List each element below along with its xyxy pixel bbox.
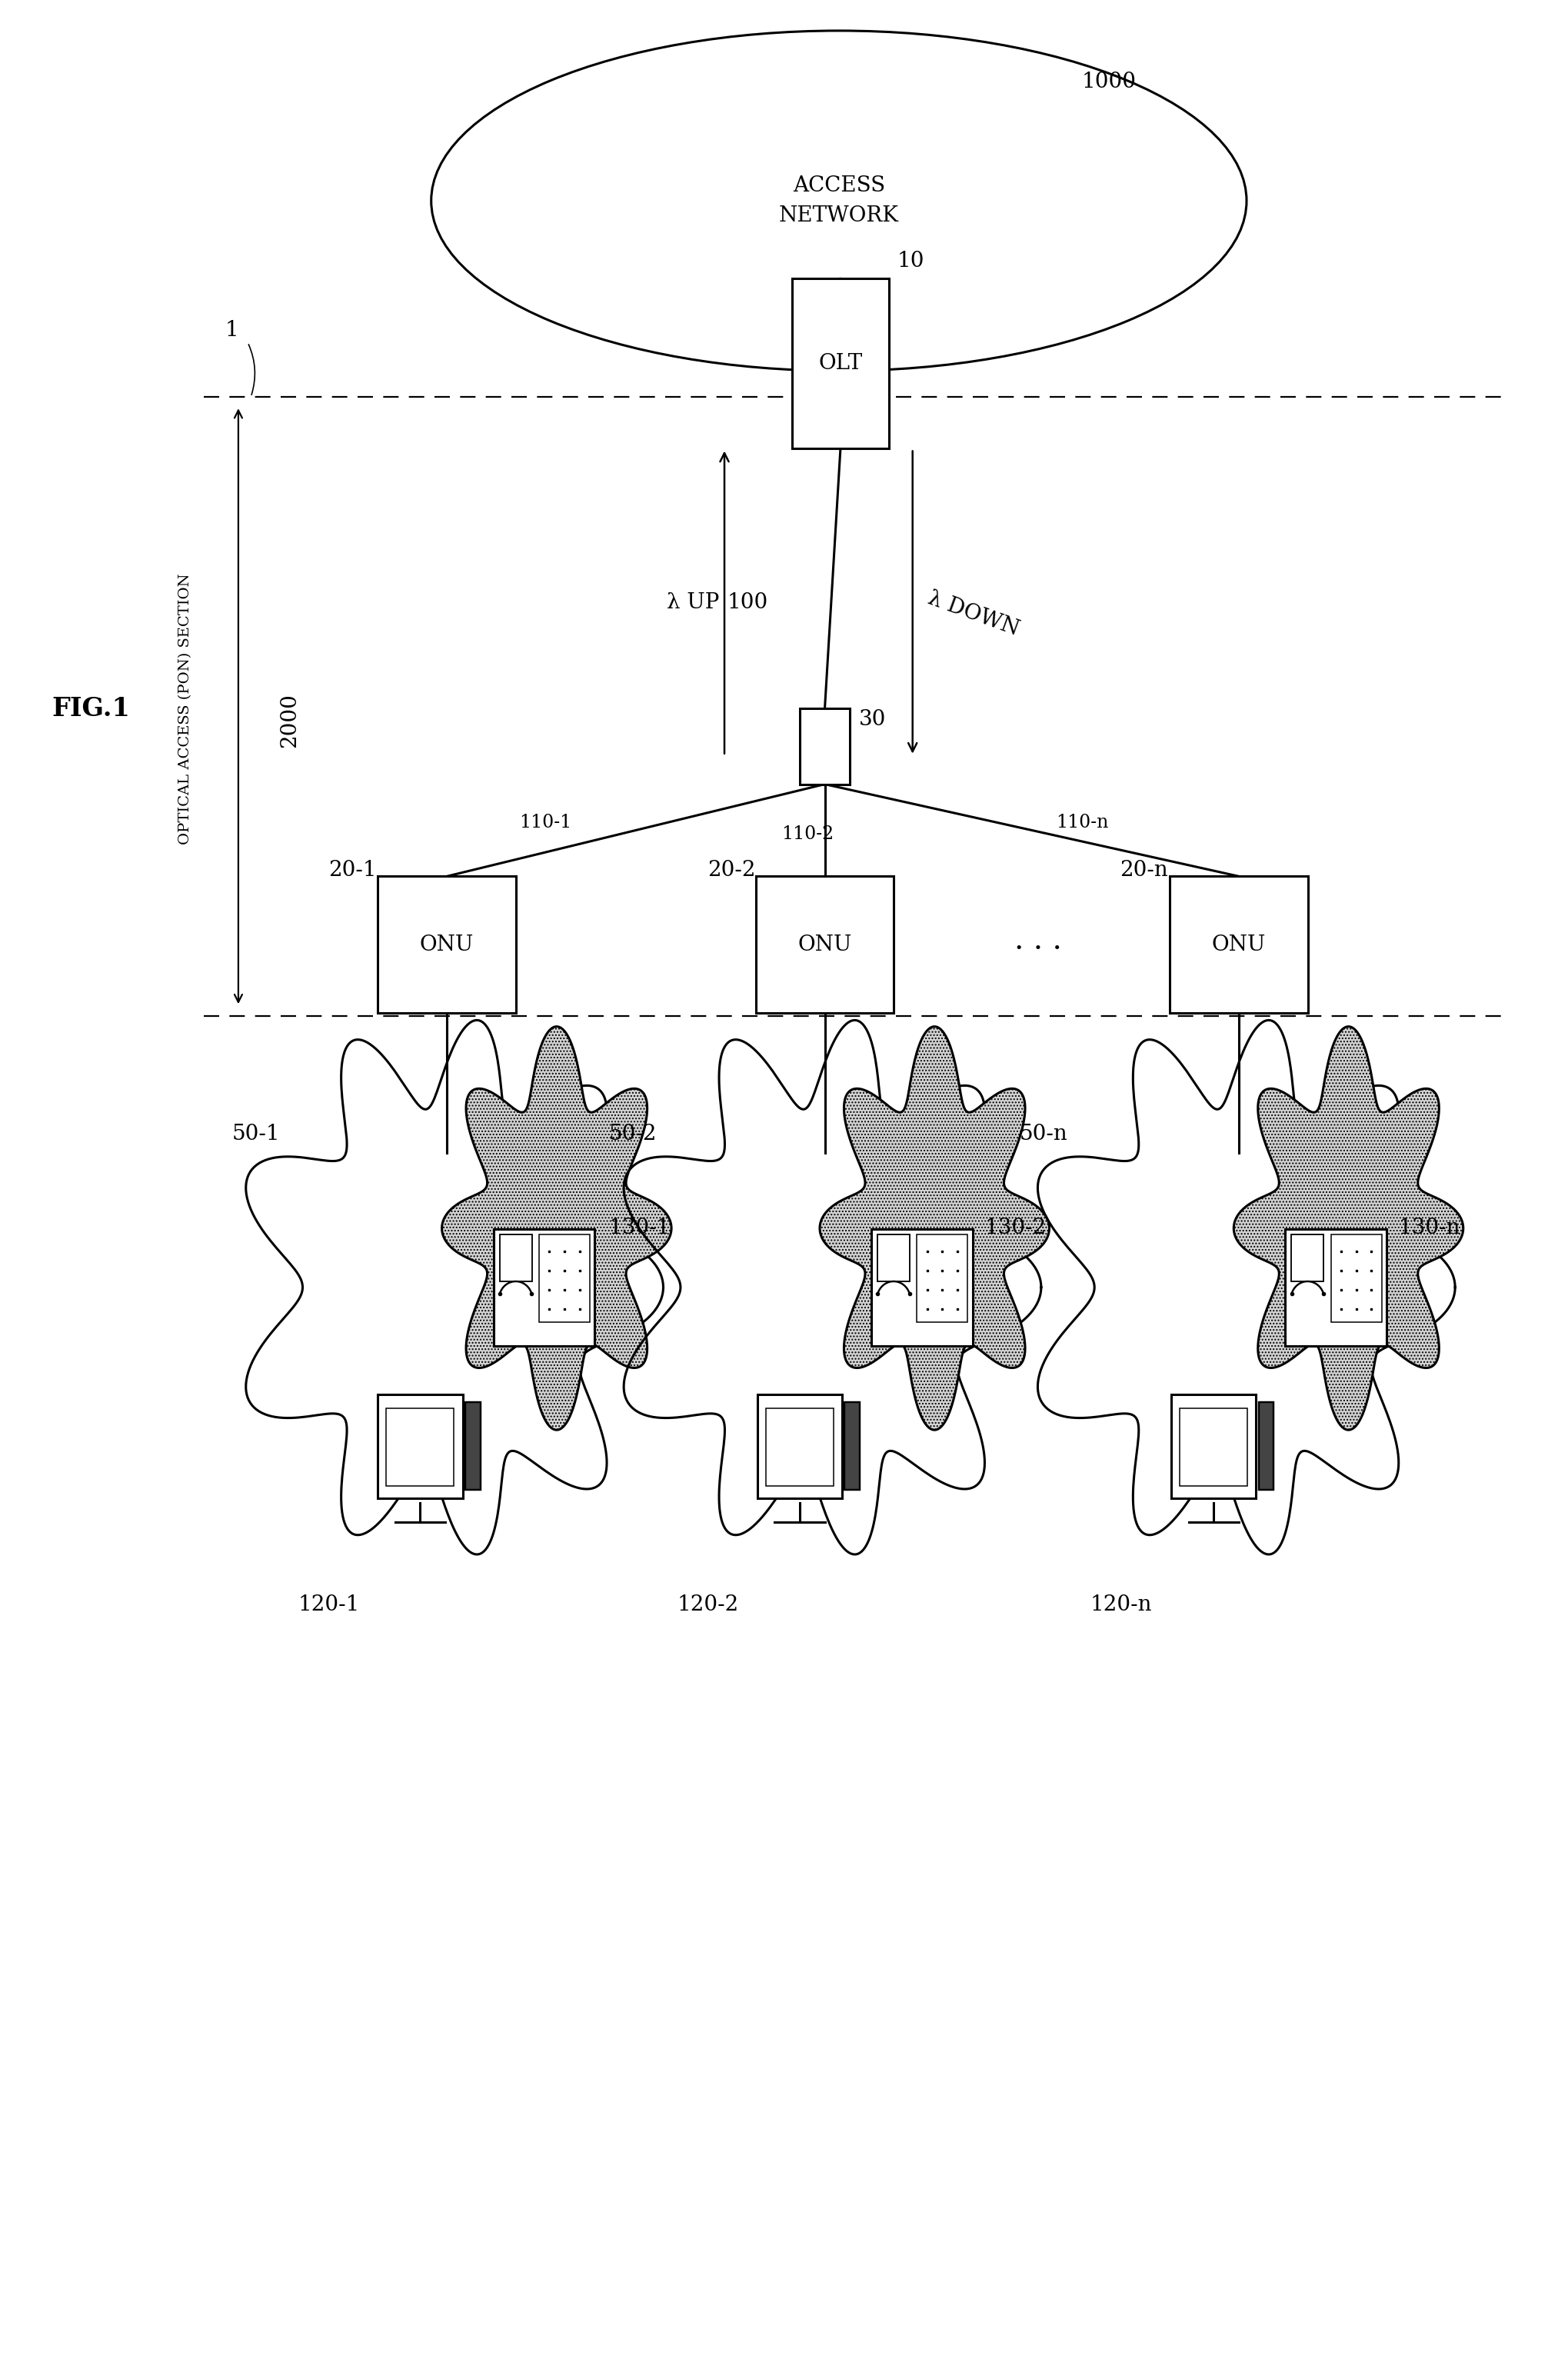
FancyBboxPatch shape bbox=[378, 876, 516, 1013]
FancyBboxPatch shape bbox=[378, 1394, 463, 1498]
Text: λ UP: λ UP bbox=[666, 593, 720, 612]
FancyBboxPatch shape bbox=[466, 1401, 480, 1490]
FancyBboxPatch shape bbox=[1331, 1235, 1381, 1323]
FancyBboxPatch shape bbox=[757, 1394, 842, 1498]
Text: 50-2: 50-2 bbox=[608, 1124, 657, 1143]
Text: ONU: ONU bbox=[798, 935, 851, 954]
Polygon shape bbox=[624, 1020, 1041, 1554]
Text: ACCESS
NETWORK: ACCESS NETWORK bbox=[779, 175, 898, 227]
Text: · · ·: · · · bbox=[1014, 935, 1062, 964]
Text: 1: 1 bbox=[226, 321, 238, 340]
Text: 120-n: 120-n bbox=[1090, 1594, 1151, 1616]
Text: 10: 10 bbox=[897, 250, 924, 272]
FancyBboxPatch shape bbox=[539, 1235, 590, 1323]
Text: 50-n: 50-n bbox=[1019, 1124, 1068, 1143]
Text: 110-2: 110-2 bbox=[781, 827, 834, 843]
FancyBboxPatch shape bbox=[1170, 876, 1308, 1013]
Polygon shape bbox=[442, 1027, 671, 1429]
Polygon shape bbox=[442, 1027, 671, 1429]
Text: 20-2: 20-2 bbox=[707, 860, 756, 881]
FancyBboxPatch shape bbox=[1259, 1401, 1273, 1490]
Text: 130-1: 130-1 bbox=[608, 1219, 670, 1238]
Text: 120-1: 120-1 bbox=[298, 1594, 359, 1616]
Text: 30: 30 bbox=[859, 709, 886, 730]
FancyBboxPatch shape bbox=[800, 709, 850, 784]
Text: 100: 100 bbox=[728, 593, 768, 612]
FancyBboxPatch shape bbox=[792, 279, 889, 449]
FancyBboxPatch shape bbox=[878, 1235, 909, 1283]
Text: λ DOWN: λ DOWN bbox=[925, 588, 1022, 640]
Text: 1000: 1000 bbox=[1082, 71, 1137, 92]
FancyBboxPatch shape bbox=[494, 1228, 594, 1346]
FancyBboxPatch shape bbox=[872, 1228, 972, 1346]
FancyBboxPatch shape bbox=[917, 1235, 967, 1323]
Text: OLT: OLT bbox=[818, 354, 862, 373]
FancyBboxPatch shape bbox=[1286, 1228, 1386, 1346]
FancyBboxPatch shape bbox=[386, 1408, 455, 1486]
Text: ONU: ONU bbox=[420, 935, 474, 954]
Text: 20-n: 20-n bbox=[1120, 860, 1168, 881]
Polygon shape bbox=[820, 1027, 1049, 1429]
Polygon shape bbox=[1038, 1020, 1455, 1554]
FancyBboxPatch shape bbox=[1292, 1235, 1323, 1283]
Text: 2000: 2000 bbox=[279, 692, 299, 749]
FancyBboxPatch shape bbox=[845, 1401, 859, 1490]
FancyBboxPatch shape bbox=[756, 876, 894, 1013]
Polygon shape bbox=[246, 1020, 663, 1554]
Text: 130-n: 130-n bbox=[1399, 1219, 1460, 1238]
FancyBboxPatch shape bbox=[500, 1235, 532, 1283]
FancyBboxPatch shape bbox=[765, 1408, 834, 1486]
Text: OPTICAL ACCESS (PON) SECTION: OPTICAL ACCESS (PON) SECTION bbox=[179, 574, 191, 843]
Text: 110-n: 110-n bbox=[1055, 815, 1109, 831]
FancyBboxPatch shape bbox=[1179, 1408, 1248, 1486]
Text: 20-1: 20-1 bbox=[328, 860, 376, 881]
Polygon shape bbox=[1234, 1027, 1463, 1429]
Polygon shape bbox=[820, 1027, 1049, 1429]
Text: 50-1: 50-1 bbox=[232, 1124, 281, 1143]
Polygon shape bbox=[1234, 1027, 1463, 1429]
FancyBboxPatch shape bbox=[1171, 1394, 1256, 1498]
Text: 130-2: 130-2 bbox=[985, 1219, 1046, 1238]
Text: ONU: ONU bbox=[1212, 935, 1265, 954]
Text: 110-1: 110-1 bbox=[519, 815, 572, 831]
Text: FIG.1: FIG.1 bbox=[52, 697, 130, 720]
Text: 120-2: 120-2 bbox=[677, 1594, 739, 1616]
